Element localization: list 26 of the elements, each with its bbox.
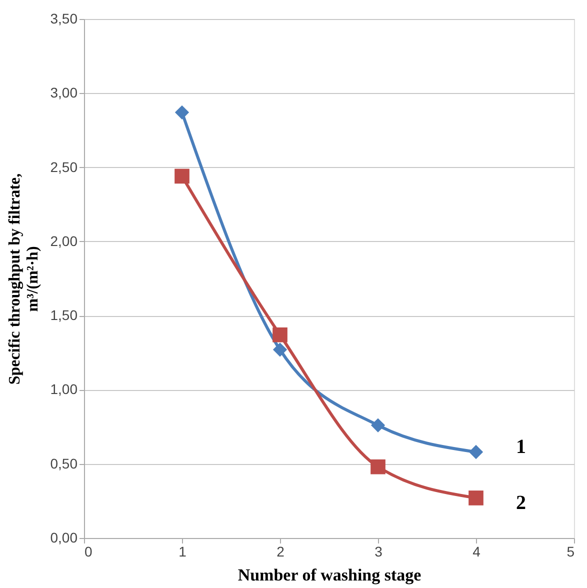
point [370, 418, 386, 432]
point [174, 168, 190, 184]
x-tick-label: 0 [84, 544, 92, 560]
y-tick-label: 2,00 [50, 232, 78, 249]
point [468, 444, 484, 460]
point [272, 342, 288, 357]
series-label: 1 [516, 436, 526, 458]
x-tick-label: 2 [276, 544, 285, 560]
x-axis-title: Number of washing stage [238, 566, 422, 584]
y-axis-title: Specific throughput by filtrate, m³/(m²·h) [6, 173, 42, 385]
x-tick-label: 5 [566, 544, 575, 560]
series-label: 2 [516, 492, 526, 514]
y-tick-label: 1,00 [50, 381, 78, 398]
y-tick-label: 0,50 [50, 455, 78, 472]
point [272, 327, 288, 342]
x-tick-label: 4 [472, 544, 481, 560]
point [468, 490, 484, 506]
x-tick-label: 3 [374, 544, 383, 560]
y-tick-label: 0,00 [50, 530, 78, 546]
y-tick-label: 3,00 [50, 84, 78, 101]
x-tick-label: 1 [178, 544, 187, 560]
y-tick-label: 3,50 [50, 10, 78, 26]
point [174, 105, 190, 120]
point [370, 459, 386, 474]
y-tick-label: 2,50 [50, 158, 78, 175]
y-tick-label: 1,50 [50, 307, 78, 324]
